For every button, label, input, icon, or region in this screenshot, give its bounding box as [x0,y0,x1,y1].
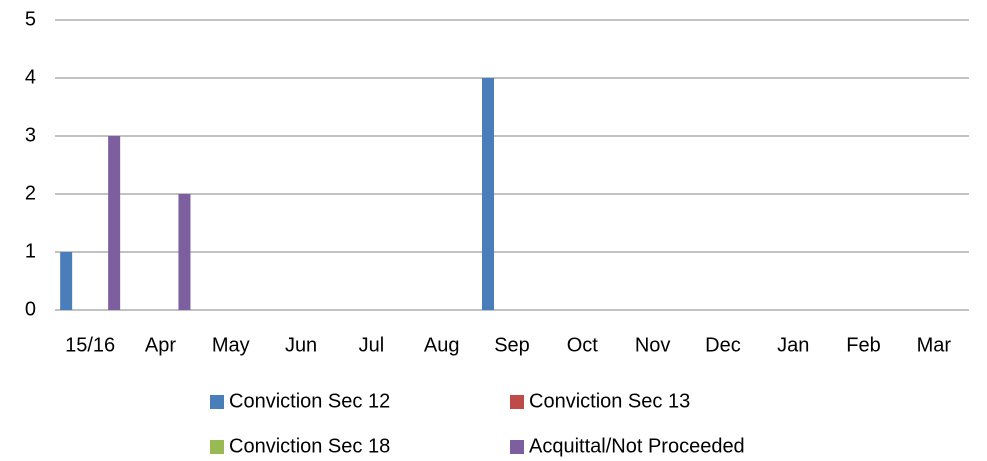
legend-swatch [510,395,524,409]
legend-swatch [210,395,224,409]
y-tick-label: 1 [25,240,36,262]
x-tick-label: Jul [359,334,385,356]
x-tick-label: Dec [705,334,741,356]
x-tick-label: 15/16 [65,334,115,356]
x-tick-label: Oct [567,334,599,356]
bar [178,194,191,310]
x-tick-label: Apr [145,334,176,356]
bar [108,136,121,310]
legend-label: Conviction Sec 18 [229,435,390,457]
x-tick-label: Jun [285,334,317,356]
y-tick-label: 4 [25,66,36,88]
x-tick-label: Sep [494,334,530,356]
x-tick-label: Jan [777,334,809,356]
bar [60,252,73,310]
y-tick-label: 2 [25,182,36,204]
legend-swatch [210,440,224,454]
x-tick-label: Feb [846,334,880,356]
x-tick-label: Mar [917,334,952,356]
x-tick-label: Nov [635,334,671,356]
x-tick-label: Aug [424,334,460,356]
x-tick-label: May [212,334,250,356]
legend-label: Conviction Sec 13 [529,390,690,412]
y-tick-label: 0 [25,298,36,320]
legend-label: Acquittal/Not Proceeded [529,435,745,457]
bar [482,78,494,310]
legend-swatch [510,440,524,454]
y-tick-label: 3 [25,124,36,146]
legend-label: Conviction Sec 12 [229,390,390,412]
y-tick-label: 5 [25,8,36,30]
